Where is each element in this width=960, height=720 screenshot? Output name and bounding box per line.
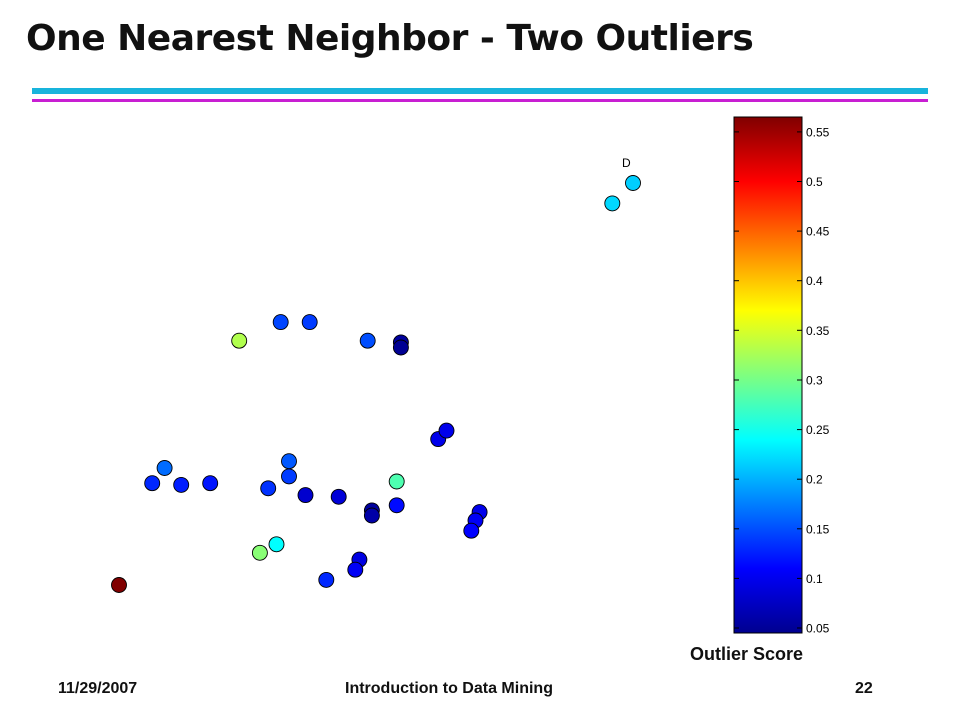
scatter-point-13 — [438, 422, 455, 439]
colorbar-ticks: 0.05 0.1 0.15 0.2 0.25 0.3 0.35 0.4 0.45 0.5 0.55 — [734, 125, 830, 636]
colorbar-tick-label-7: 0.4 — [806, 274, 823, 288]
colorbar-tick-label-8: 0.45 — [806, 225, 830, 239]
scatter-point-28 — [318, 571, 335, 588]
scatter-point-23 — [388, 497, 405, 514]
scatter-point-2 — [604, 195, 621, 212]
scatter-point-8 — [301, 314, 318, 331]
colorbar-tick-label-6: 0.35 — [806, 324, 830, 338]
colorbar-tick-label-1: 0.1 — [806, 572, 823, 586]
scatter-point-27 — [347, 561, 364, 578]
scatter-point-7 — [272, 314, 289, 331]
footer-date: 11/29/2007 — [58, 680, 138, 697]
scatter-points — [111, 175, 641, 593]
colorbar-tick-label-9: 0.5 — [806, 175, 823, 189]
scatter-point-22 — [330, 488, 347, 505]
colorbar-gradient — [733, 116, 803, 634]
scatter-point-14 — [156, 460, 173, 476]
scatter-point-17 — [202, 475, 219, 492]
scatter-point-19 — [281, 468, 297, 485]
title-underline-cyan — [32, 88, 928, 94]
annotation-label-0: D — [622, 156, 631, 170]
footer-course-title: Introduction to Data Mining — [345, 680, 553, 697]
scatter-point-20 — [260, 480, 277, 497]
scatter-point-21 — [297, 487, 314, 504]
scatter-point-31 — [463, 522, 480, 539]
scatter-point-11 — [392, 339, 409, 356]
scatter-point-4 — [231, 332, 248, 349]
colorbar-tick-label-3: 0.2 — [806, 473, 823, 487]
colorbar-tick-label-0: 0.05 — [806, 622, 830, 636]
colorbar-tick-label-10: 0.55 — [806, 125, 830, 139]
scatter-point-18 — [281, 453, 297, 470]
colorbar-tick-label-4: 0.25 — [806, 423, 830, 437]
slide-title: One Nearest Neighbor - Two Outliers — [26, 18, 754, 59]
scatter-point-16 — [173, 476, 190, 493]
scatter-point-3 — [251, 544, 268, 561]
scatter-point-15 — [144, 475, 161, 492]
colorbar-tick-label-2: 0.15 — [806, 522, 830, 536]
scatter-point-1 — [625, 175, 641, 191]
colorbar-tick-label-5: 0.3 — [806, 374, 823, 388]
title-underline-magenta — [32, 99, 928, 102]
point-annotations: D — [622, 156, 631, 170]
scatter-point-6 — [268, 536, 285, 553]
colorbar-label: Outlier Score — [690, 644, 804, 664]
scatter-point-5 — [388, 473, 405, 490]
scatter-point-0 — [111, 577, 127, 593]
page-number: 22 — [855, 680, 873, 697]
colorbar: 0.05 0.1 0.15 0.2 0.25 0.3 0.35 0.4 0.45 0.5 0.55 — [733, 116, 830, 636]
scatter-point-9 — [359, 332, 376, 349]
scatter-point-25 — [363, 507, 380, 524]
